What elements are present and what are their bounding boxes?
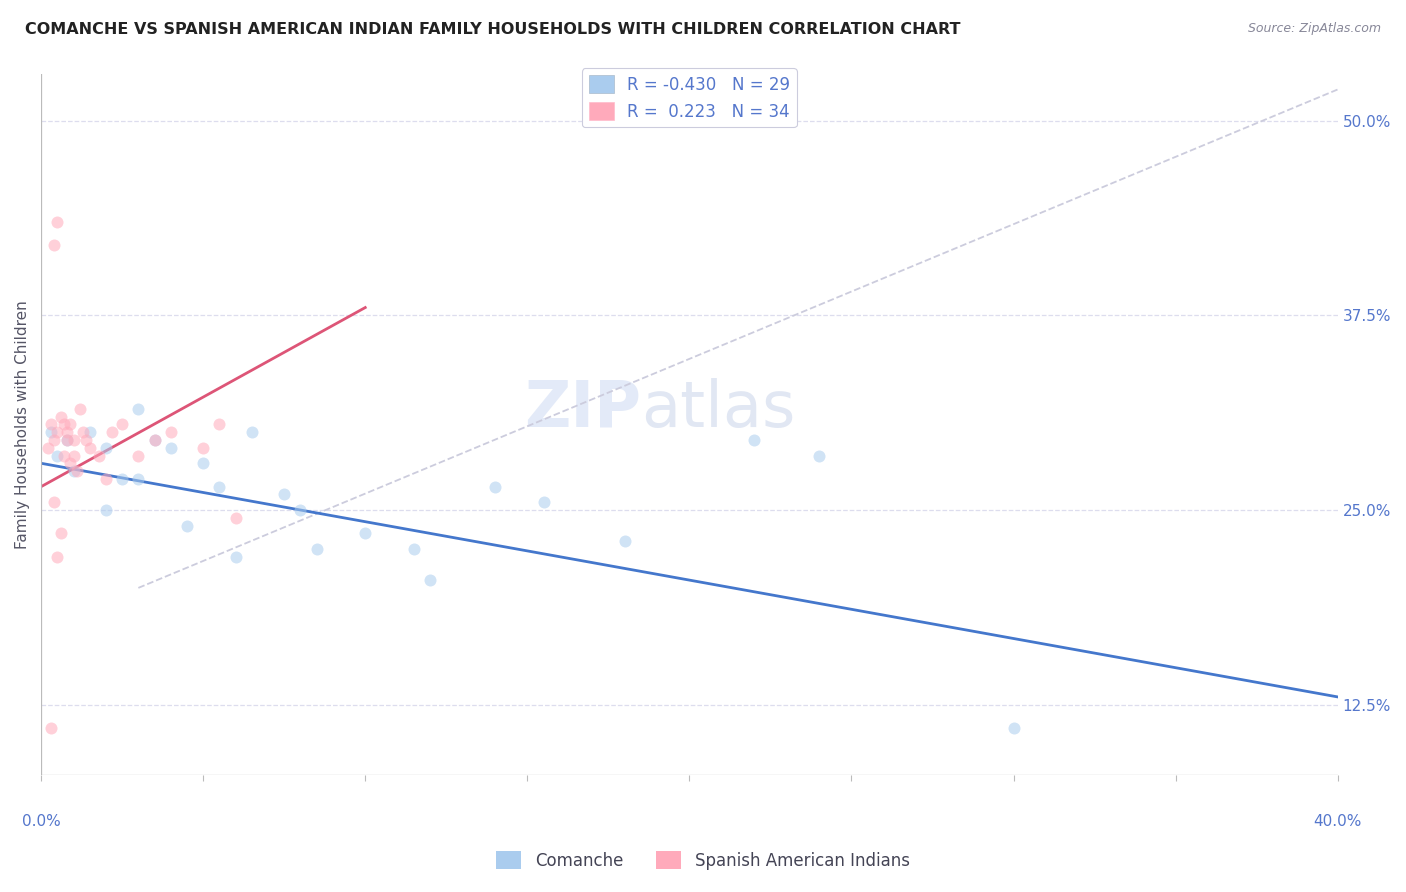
Point: [225, 510, 247, 524]
Point: [127, 401, 149, 416]
Point: [69, 401, 91, 416]
Point: [72, 425, 94, 439]
Point: [56, 433, 79, 447]
Point: [533, 495, 555, 509]
Point: [39, 425, 62, 439]
Point: [62, 433, 84, 447]
Point: [484, 480, 506, 494]
Point: [273, 487, 295, 501]
Point: [52, 449, 75, 463]
Point: [56, 433, 79, 447]
Point: [808, 449, 831, 463]
Point: [225, 549, 247, 564]
Text: COMANCHE VS SPANISH AMERICAN INDIAN FAMILY HOUSEHOLDS WITH CHILDREN CORRELATION : COMANCHE VS SPANISH AMERICAN INDIAN FAMI…: [25, 22, 960, 37]
Point: [290, 503, 312, 517]
Point: [56, 425, 79, 439]
Y-axis label: Family Households with Children: Family Households with Children: [15, 300, 30, 549]
Legend: Comanche, Spanish American Indians: Comanche, Spanish American Indians: [489, 845, 917, 877]
Point: [127, 449, 149, 463]
Point: [111, 417, 134, 432]
Point: [143, 433, 166, 447]
Point: [52, 417, 75, 432]
Point: [111, 472, 134, 486]
Point: [46, 449, 69, 463]
Point: [159, 425, 181, 439]
Point: [208, 417, 231, 432]
Point: [79, 425, 101, 439]
Point: [46, 549, 69, 564]
Point: [42, 433, 65, 447]
Point: [79, 441, 101, 455]
Point: [742, 433, 765, 447]
Point: [101, 425, 124, 439]
Point: [159, 441, 181, 455]
Point: [176, 518, 198, 533]
Point: [89, 449, 111, 463]
Point: [49, 526, 72, 541]
Point: [37, 441, 59, 455]
Point: [46, 215, 69, 229]
Point: [94, 472, 117, 486]
Point: [39, 721, 62, 735]
Point: [305, 541, 328, 556]
Point: [66, 464, 89, 478]
Text: Source: ZipAtlas.com: Source: ZipAtlas.com: [1247, 22, 1381, 36]
Point: [46, 425, 69, 439]
Point: [59, 456, 82, 470]
Point: [59, 417, 82, 432]
Point: [143, 433, 166, 447]
Point: [39, 417, 62, 432]
Point: [42, 238, 65, 252]
Text: 0.0%: 0.0%: [21, 814, 60, 829]
Point: [240, 425, 263, 439]
Point: [62, 449, 84, 463]
Point: [419, 573, 441, 587]
Point: [1002, 721, 1025, 735]
Point: [402, 541, 425, 556]
Point: [127, 472, 149, 486]
Point: [94, 503, 117, 517]
Point: [49, 409, 72, 424]
Point: [42, 495, 65, 509]
Legend: R = -0.430   N = 29, R =  0.223   N = 34: R = -0.430 N = 29, R = 0.223 N = 34: [582, 69, 797, 128]
Text: atlas: atlas: [641, 378, 796, 440]
Point: [193, 456, 215, 470]
Point: [208, 480, 231, 494]
Point: [613, 534, 636, 549]
Text: 40.0%: 40.0%: [1313, 814, 1362, 829]
Text: ZIP: ZIP: [524, 378, 641, 440]
Point: [76, 433, 98, 447]
Point: [94, 441, 117, 455]
Point: [354, 526, 377, 541]
Point: [62, 464, 84, 478]
Point: [193, 441, 215, 455]
